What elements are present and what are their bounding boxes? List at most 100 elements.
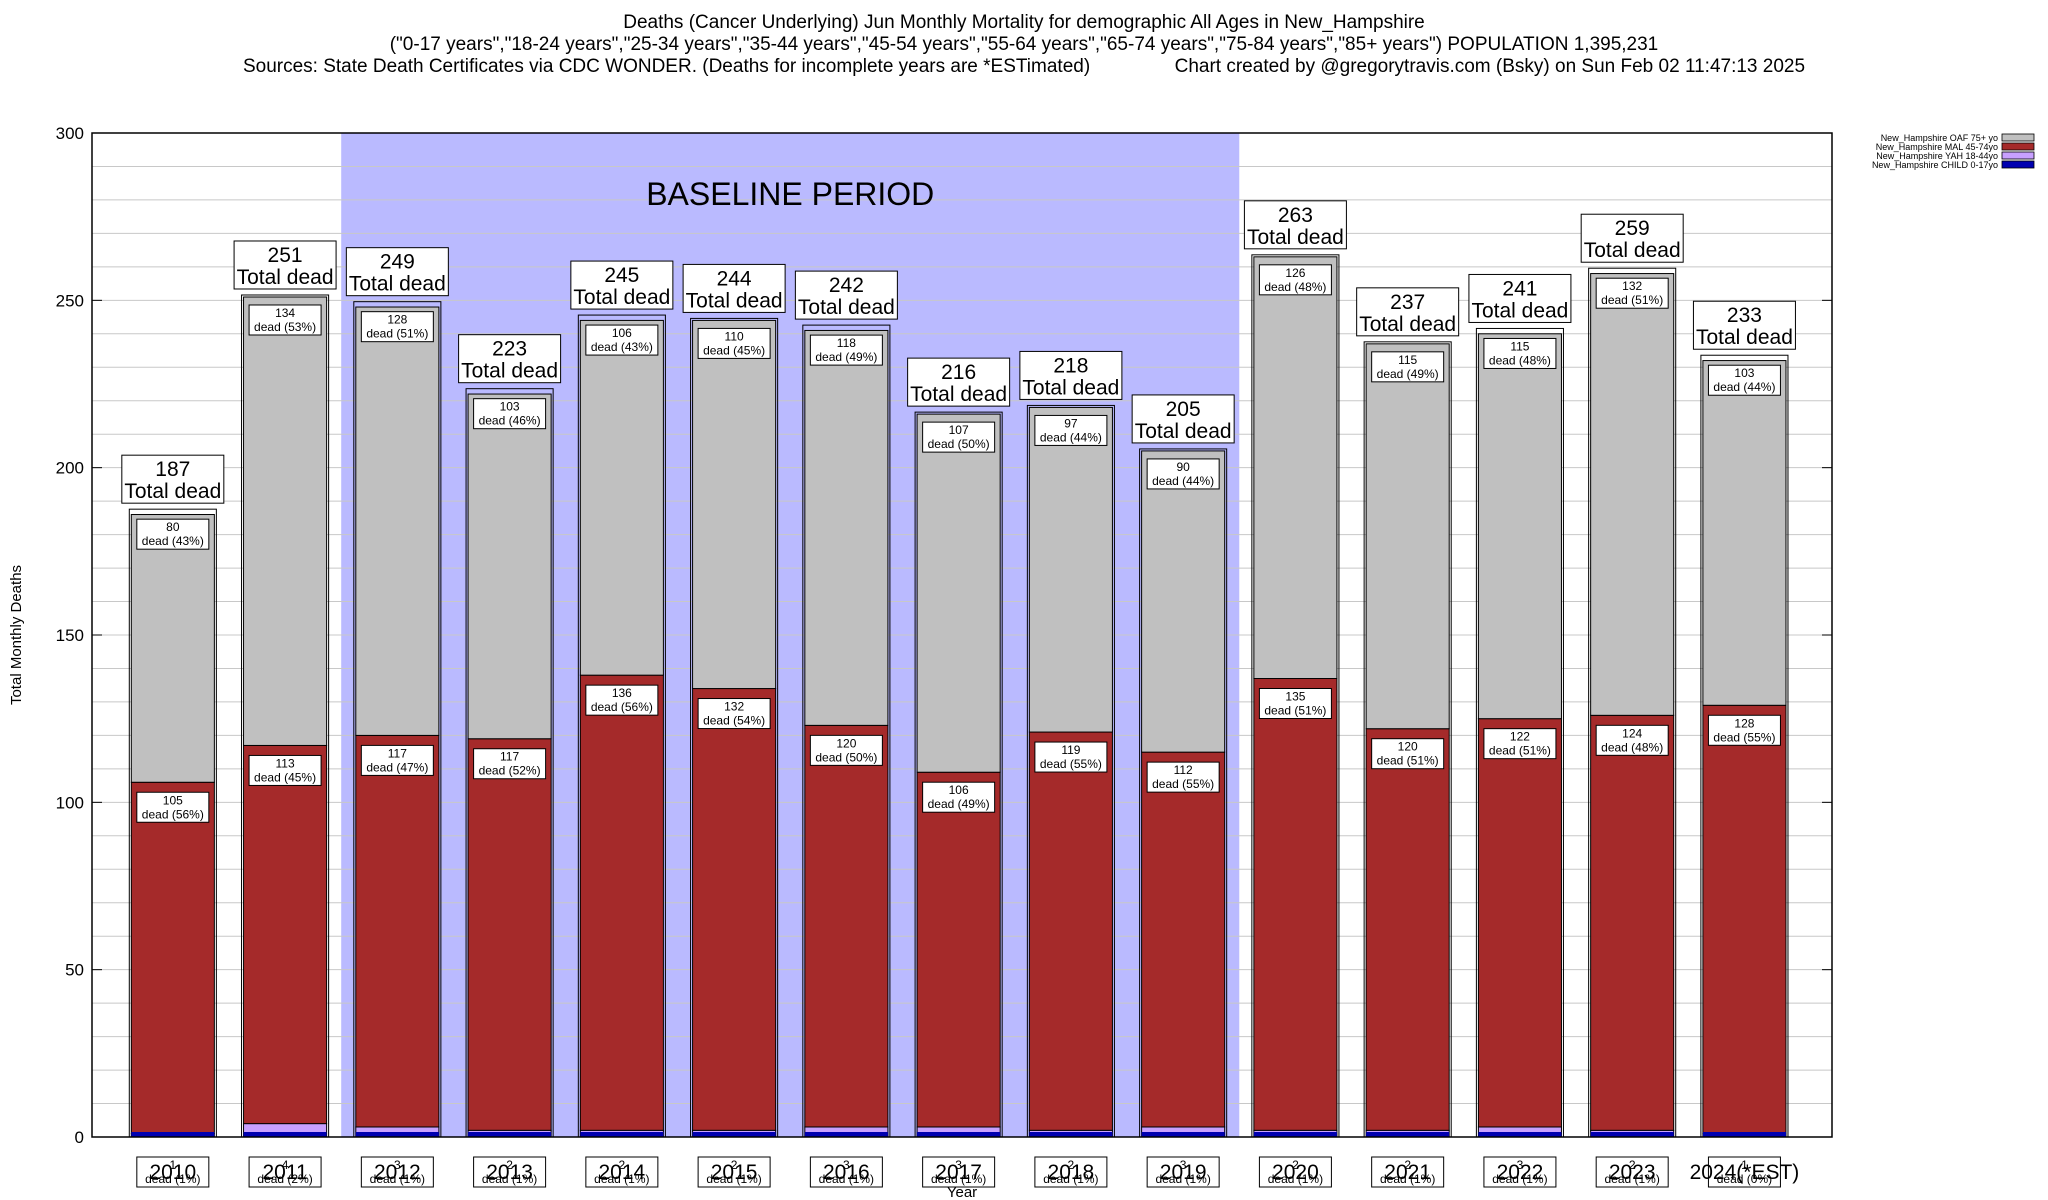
legend-swatch	[2001, 133, 2035, 142]
total-label-box	[1580, 213, 1684, 263]
segment-label-count: 1	[1741, 1158, 1748, 1172]
segment-label-box	[1707, 1156, 1781, 1188]
total-label-value: 223	[492, 338, 527, 361]
x-tick-label: 2023	[1609, 1161, 1656, 1184]
segment-label-count: 2	[1404, 1158, 1411, 1172]
y-axis-label: Total Monthly Deaths	[8, 565, 25, 705]
segment-label-box	[585, 324, 659, 356]
segment-label-box	[1371, 351, 1445, 383]
segment-label-count: 103	[500, 400, 520, 414]
segment-label-pct: dead (1%)	[1380, 1172, 1435, 1186]
segment-label-pct: dead (0%)	[1717, 1172, 1772, 1186]
segment-label-pct: dead (1%)	[594, 1172, 649, 1186]
segment-label-pct: dead (1%)	[145, 1172, 200, 1186]
bar-segment	[804, 724, 889, 1128]
bar-segment-child	[243, 1132, 327, 1137]
y-tick-label: 50	[65, 961, 84, 980]
segment-label-count: 124	[1622, 726, 1642, 740]
segment-label-count: 117	[388, 746, 407, 760]
y-tick-label: 100	[56, 793, 84, 812]
bar-segment	[1477, 718, 1562, 1128]
segment-label-count: 113	[276, 756, 295, 770]
bar-segment-child	[804, 1132, 888, 1137]
x-tick-label: 2013	[486, 1161, 533, 1184]
bar-segment	[916, 413, 1001, 773]
bar-segment-child	[1366, 1132, 1450, 1137]
segment-label-pct: dead (48%)	[1601, 740, 1663, 754]
segment-label-pct: dead (51%)	[366, 327, 428, 341]
bar-segment-child	[1029, 1132, 1113, 1137]
total-label-box	[1131, 394, 1235, 444]
segment-label-box	[1034, 414, 1108, 446]
segment-label-count: 136	[612, 686, 632, 700]
segment-label-box	[1483, 1156, 1557, 1188]
total-label-text: Total dead	[798, 296, 895, 319]
bar-segment	[1028, 731, 1113, 1131]
bar-segment-child	[580, 1132, 664, 1137]
legend-entry-label: New_Hampshire CHILD 0-17yo	[1872, 160, 1998, 170]
x-axis-label: Year	[947, 1184, 977, 1200]
x-tick-label: 2015	[711, 1161, 758, 1184]
segment-label-pct: dead (48%)	[1264, 280, 1326, 294]
segment-label-box	[473, 1156, 547, 1188]
segment-label-box	[1034, 1156, 1108, 1188]
total-label-value: 237	[1390, 291, 1425, 314]
segment-label-count: 80	[166, 520, 180, 534]
bar-segment	[1365, 728, 1450, 1131]
segment-label-count: 97	[1064, 416, 1078, 430]
bar-segment	[579, 319, 664, 676]
segment-label-box	[1146, 458, 1220, 490]
x-tick-label: 2019	[1160, 1161, 1207, 1184]
segment-label-count: 110	[725, 329, 744, 343]
segment-label-pct: dead (51%)	[1264, 704, 1326, 718]
total-label-text: Total dead	[1247, 226, 1344, 249]
segment-label-count: 105	[163, 793, 183, 807]
segment-label-box	[136, 1156, 210, 1188]
segment-label-box	[1371, 738, 1445, 770]
segment-label-count: 3	[394, 1158, 401, 1172]
segment-label-pct: dead (45%)	[703, 343, 765, 357]
x-tick-label: 2010	[149, 1161, 196, 1184]
total-label-text: Total dead	[349, 273, 446, 296]
chart-sources-credit: Sources: State Death Certificates via CD…	[242, 56, 1806, 77]
segment-label-count: 120	[836, 736, 856, 750]
segment-label-box	[473, 748, 547, 780]
segment-label-count: 115	[1510, 339, 1529, 353]
segment-label-box	[248, 754, 322, 786]
total-label-value: 259	[1615, 217, 1650, 240]
total-label-box	[233, 240, 337, 290]
total-label-value: 233	[1727, 304, 1762, 327]
total-label-box	[570, 260, 674, 310]
bar-segment-child	[692, 1132, 776, 1137]
segment-label-box	[809, 334, 883, 366]
segment-label-pct: dead (51%)	[1377, 754, 1439, 768]
bar-segment	[243, 296, 328, 746]
bar-segment-child	[1478, 1132, 1562, 1137]
segment-label-pct: dead (46%)	[479, 414, 541, 428]
legend-entry-label: New_Hampshire MAL 45-74yo	[1876, 142, 1998, 152]
total-label-text: Total dead	[1584, 239, 1681, 262]
total-label-text: Total dead	[124, 480, 221, 503]
segment-label-pct: dead (43%)	[591, 340, 653, 354]
total-label-box	[794, 270, 898, 320]
segment-label-box	[585, 1156, 659, 1188]
segment-label-pct: dead (43%)	[142, 534, 204, 548]
segment-label-pct: dead (1%)	[1268, 1172, 1323, 1186]
total-label-value: 242	[829, 274, 864, 297]
bar-segment	[1253, 678, 1338, 1131]
segment-label-box	[809, 734, 883, 766]
total-label-value: 263	[1278, 204, 1313, 227]
total-label-box	[907, 357, 1011, 407]
segment-label-box	[360, 1156, 434, 1188]
segment-label-count: 117	[500, 750, 519, 764]
total-label-text: Total dead	[1471, 299, 1568, 322]
segment-label-box	[1258, 688, 1332, 720]
total-label-value: 245	[604, 264, 639, 287]
segment-label-count: 107	[949, 423, 969, 437]
segment-label-count: 128	[1734, 716, 1754, 730]
segment-label-box	[1146, 1156, 1220, 1188]
segment-label-count: 2	[1292, 1158, 1299, 1172]
bar-segment	[1028, 406, 1113, 733]
x-tick-label: 2017	[935, 1161, 982, 1184]
bar-segment	[467, 393, 552, 740]
